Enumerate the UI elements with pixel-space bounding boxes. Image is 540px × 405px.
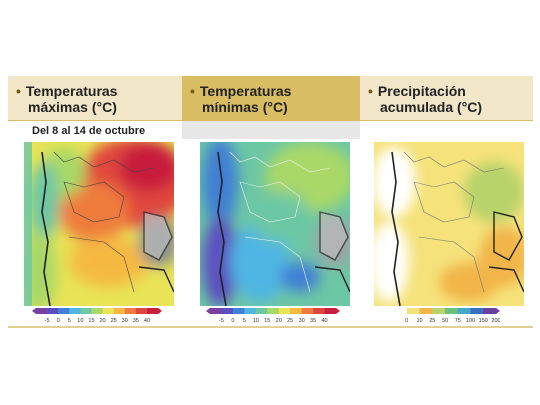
middle-column-shade [182, 121, 360, 139]
scale-swatch [102, 308, 114, 314]
scale-tick-label: 0 [57, 318, 60, 324]
scale-swatch [255, 308, 268, 314]
scale-swatch [244, 308, 257, 314]
scale-swatch [210, 308, 222, 314]
scale-precipitation: 0 10 25 50 75 100 150 200 [390, 308, 500, 324]
date-range: Del 8 al 14 de octubre [32, 125, 146, 137]
scale-max-temp: -5 0 5 10 15 20 25 30 35 40 [32, 308, 162, 324]
title-line-1: Precipitación [377, 83, 466, 99]
scale-tick-label: 35 [310, 318, 316, 324]
scale-tick-label: 25 [429, 318, 435, 324]
map-precipitation [374, 142, 524, 306]
scale-tick-label: 75 [455, 318, 461, 324]
scale-swatch [267, 308, 280, 314]
bottom-rule [8, 326, 533, 328]
scale-tick-label: -5 [45, 318, 50, 324]
scale-min-temp: -5 0 5 10 15 20 25 30 35 40 [206, 308, 340, 324]
map-min-temp [200, 142, 350, 306]
header-min-temp: • Temperaturas mínimas (°C) [182, 76, 360, 120]
scale-swatch [58, 308, 70, 314]
header-max-temp: • Temperaturas máximas (°C) [8, 76, 182, 120]
scale-tick-label: 5 [68, 318, 71, 324]
scale-tick-label: 30 [299, 318, 305, 324]
scale-right-arrow [496, 308, 500, 314]
scale-tick-label: 30 [122, 318, 128, 324]
scale-left-arrow [206, 308, 210, 314]
scale-swatch [445, 308, 459, 314]
scale-tick-label: 35 [133, 318, 139, 324]
title-line-1: Temperaturas [199, 83, 292, 99]
header-rule [8, 120, 533, 121]
scale-tick-label: 10 [416, 318, 422, 324]
scale-swatch [457, 308, 471, 314]
map-max-temp [24, 142, 174, 306]
scale-tick-label: 100 [466, 318, 475, 324]
scale-swatch [394, 308, 408, 314]
header-precipitation: • Precipitación acumulada (°C) [360, 76, 533, 120]
title-line-2: máximas (°C) [28, 99, 117, 115]
scale-swatch [221, 308, 234, 314]
scale-tick-label: 20 [276, 318, 282, 324]
scale-swatch [324, 308, 337, 314]
scale-swatch [47, 308, 59, 314]
scale-tick-label: 15 [264, 318, 270, 324]
scale-left-arrow [390, 308, 394, 314]
scale-swatch [113, 308, 126, 314]
scale-left-arrow [32, 308, 36, 314]
bullet: • [368, 83, 373, 99]
legend-bar: 0 10 25 50 75 100 150 200 [390, 308, 500, 324]
scale-swatch [36, 308, 48, 314]
climate-outlook-graphic: • Temperaturas máximas (°C) • Temperaturas m… [8, 76, 533, 329]
scale-tick-label: 25 [287, 318, 293, 324]
title-line-2: mínimas (°C) [202, 99, 288, 115]
scale-swatch [432, 308, 446, 314]
scale-swatch [146, 308, 159, 314]
scale-swatch [406, 308, 420, 314]
scale-swatch [419, 308, 433, 314]
scale-swatch [483, 308, 497, 314]
scale-right-arrow [158, 308, 162, 314]
bullet: • [190, 83, 195, 99]
scale-tick-label: 5 [243, 318, 246, 324]
legend-bar: -5 0 5 10 15 20 25 30 35 40 [32, 308, 162, 324]
scale-tick-label: 150 [479, 318, 488, 324]
scale-swatch [470, 308, 484, 314]
scale-tick-label: 0 [231, 318, 234, 324]
scale-swatch [313, 308, 325, 314]
scale-swatch [69, 308, 81, 314]
scale-tick-label: 50 [442, 318, 448, 324]
scale-tick-label: 10 [77, 318, 83, 324]
scale-tick-label: 40 [321, 318, 327, 324]
title-line-2: acumulada (°C) [380, 99, 483, 115]
scale-tick-label: 0 [405, 318, 408, 324]
scale-tick-label: 20 [99, 318, 105, 324]
scale-swatch [124, 308, 137, 314]
scale-tick-label: 40 [144, 318, 150, 324]
scale-swatch [135, 308, 148, 314]
scale-tick-label: 15 [88, 318, 94, 324]
scale-swatch [232, 308, 245, 314]
scale-right-arrow [336, 308, 340, 314]
scale-swatch [290, 308, 302, 314]
scale-tick-label: -5 [219, 318, 224, 324]
scale-tick-label: 10 [253, 318, 259, 324]
title-line-1: Temperaturas [25, 83, 118, 99]
scale-swatch [91, 308, 103, 314]
scale-tick-label: 200 [491, 318, 500, 324]
bullet: • [16, 83, 21, 99]
scale-swatch [80, 308, 92, 314]
scale-tick-label: 25 [111, 318, 117, 324]
scale-swatch [278, 308, 291, 314]
scale-swatch [301, 308, 314, 314]
legend-bar: -5 0 5 10 15 20 25 30 35 40 [206, 308, 340, 324]
